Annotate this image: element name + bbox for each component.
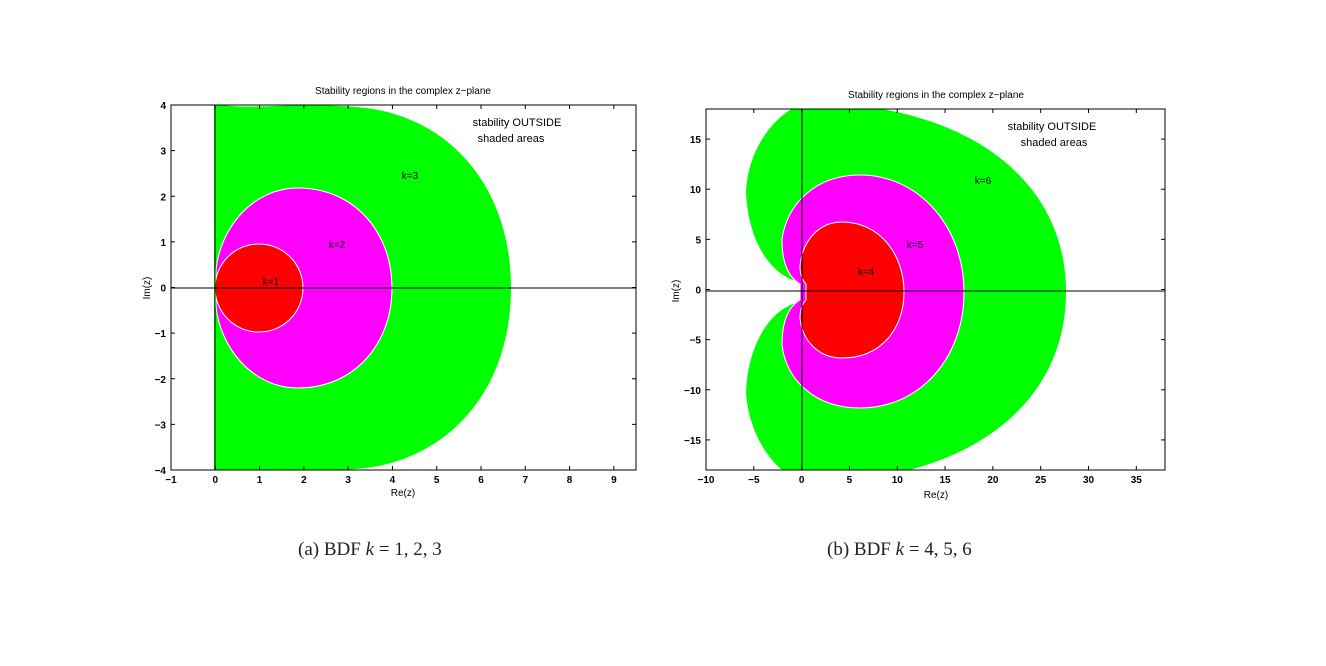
label-k3: k=3: [402, 171, 419, 182]
caption-b-var: k: [895, 539, 905, 560]
caption-a-var: k: [365, 539, 374, 560]
chart-b: Stability regions in the complex z−plane…: [671, 90, 1166, 501]
chart-b-ytick-label: −15: [684, 436, 701, 447]
chart-b-ytick-label: 15: [690, 135, 702, 146]
chart-b-ytick-label: −10: [684, 386, 701, 397]
chart-b-xtick-label: 15: [940, 475, 952, 486]
chart-b-ytick-label: 5: [695, 235, 701, 246]
chart-a-ticks: −1 0 1 2 3 4 5 6 7 8 9 −4 −3 −2 −1 0 1 2 3 4: [155, 101, 636, 486]
chart-b-ylabel: Im(z): [671, 280, 682, 303]
caption-b-prefix: (b) BDF: [827, 539, 896, 560]
chart-b-ytick-label: 10: [690, 185, 702, 196]
chart-a-xtick-label: 4: [390, 475, 396, 486]
caption-a-rest: = 1, 2, 3: [374, 539, 442, 560]
chart-a-ytick-label: 4: [160, 101, 166, 112]
caption-b: (b) BDF k = 4, 5, 6: [827, 539, 972, 561]
label-k4: k=4: [858, 267, 875, 278]
chart-a-ytick-label: 0: [160, 284, 166, 295]
chart-a-ytick-label: 2: [160, 192, 166, 203]
chart-a-xtick-label: 6: [478, 475, 484, 486]
label-k5: k=5: [907, 240, 924, 251]
chart-b-xlabel: Re(z): [924, 490, 948, 501]
chart-b-xtick-label: −10: [698, 475, 715, 486]
chart-b-xtick-label: 25: [1035, 475, 1047, 486]
chart-a-ytick-label: −1: [155, 329, 167, 340]
chart-b-ytick-label: −5: [690, 336, 702, 347]
chart-a-ytick-label: 1: [160, 238, 166, 249]
chart-a-xtick-label: 8: [567, 475, 573, 486]
chart-b-xtick-label: 35: [1131, 475, 1143, 486]
chart-a-note-line1: stability OUTSIDE: [473, 117, 562, 129]
chart-a-xtick-label: 1: [257, 475, 263, 486]
chart-b-note-line1: stability OUTSIDE: [1008, 121, 1097, 133]
chart-a-ytick-label: −2: [155, 375, 167, 386]
chart-a-xtick-label: 3: [345, 475, 351, 486]
chart-b-xtick-label: 5: [847, 475, 853, 486]
chart-b-xtick-label: 0: [799, 475, 805, 486]
chart-b-ytick-label: 0: [695, 286, 701, 297]
chart-b-regions: [746, 109, 1066, 470]
chart-b-xtick-label: 10: [892, 475, 904, 486]
label-k1: k=1: [263, 277, 280, 288]
caption-a-prefix: (a) BDF: [298, 539, 366, 560]
chart-a-ytick-label: −4: [155, 466, 167, 477]
chart-a-ylabel: Im(z): [142, 277, 153, 300]
chart-a-xlabel: Re(z): [391, 488, 415, 499]
label-k6: k=6: [975, 176, 992, 187]
caption-a: (a) BDF k = 1, 2, 3: [298, 539, 442, 561]
chart-b-xtick-label: −5: [748, 475, 760, 486]
chart-a-ytick-label: 3: [160, 147, 166, 158]
chart-a-xtick-label: −1: [165, 475, 177, 486]
chart-b-note-line2: shaded areas: [1021, 137, 1088, 149]
chart-a-xtick-label: 0: [213, 475, 219, 486]
chart-a-xtick-label: 5: [434, 475, 440, 486]
label-k2: k=2: [329, 240, 346, 251]
chart-b-xtick-label: 30: [1083, 475, 1095, 486]
chart-a: Stability regions in the complex z−plane…: [142, 86, 637, 499]
chart-b-xtick-label: 20: [987, 475, 999, 486]
chart-a-xtick-label: 9: [611, 475, 617, 486]
caption-b-rest: = 4, 5, 6: [904, 539, 972, 560]
chart-b-ticks: −10 −5 0 5 10 15 20 25 30 35 −15 −10 −5 0 5 10 15: [684, 109, 1165, 486]
chart-a-xtick-label: 7: [523, 475, 529, 486]
chart-a-title: Stability regions in the complex z−plane: [315, 86, 491, 97]
chart-b-title: Stability regions in the complex z−plane: [848, 90, 1024, 101]
chart-a-xtick-label: 2: [301, 475, 307, 486]
chart-a-note-line2: shaded areas: [478, 133, 545, 145]
chart-a-ytick-label: −3: [155, 420, 167, 431]
